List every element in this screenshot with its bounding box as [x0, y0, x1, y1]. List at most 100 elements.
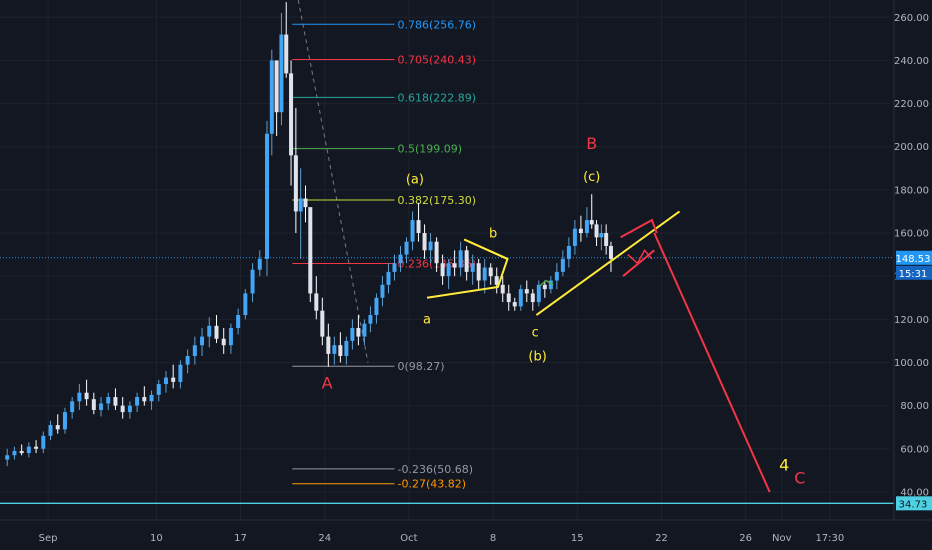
x-tick-label: 24 [318, 533, 331, 544]
candle-body [12, 450, 17, 456]
y-tick-label: 160.00 [894, 229, 929, 240]
candle-body [392, 263, 397, 272]
candle-body [84, 392, 89, 400]
candle-body [482, 267, 487, 281]
candle-body [604, 233, 609, 246]
candle-body [536, 284, 541, 303]
candle-body [566, 245, 571, 259]
fib-level-label: 0.382(175.30) [397, 194, 476, 207]
candle-body [298, 198, 303, 212]
candle-body [91, 399, 96, 410]
candle-body [250, 269, 255, 294]
candle-body [512, 302, 517, 307]
candle-body [284, 34, 289, 74]
wave-label: C [794, 468, 805, 487]
candle-body [494, 276, 499, 285]
price-axis[interactable]: 260.00240.00220.00200.00180.00160.00140.… [893, 0, 932, 520]
candle-body [236, 315, 241, 328]
candle-body [274, 60, 279, 113]
wave-labels: (a) b a c (b) (c) B A 4C [322, 134, 806, 487]
x-tick-label: 26 [739, 533, 752, 544]
x-tick-label: Sep [39, 533, 58, 544]
candle-body [584, 220, 589, 234]
wave-label: 4 [779, 455, 789, 474]
fibonacci-retracement[interactable]: 0.786(256.76) 0.705(240.43) 0.618(222.89) 0… [292, 0, 476, 491]
candle-body [5, 455, 10, 460]
candle-body [446, 263, 451, 277]
candle-body [113, 397, 118, 406]
candle-body [594, 224, 599, 238]
y-tick-label: 200.00 [894, 142, 929, 153]
wave-label: B [586, 134, 597, 153]
candle-body [599, 233, 604, 238]
candle-body [135, 397, 140, 406]
candle-body [293, 155, 298, 212]
x-tick-label: 17 [234, 533, 247, 544]
wave-label: c [532, 326, 539, 341]
candle-body [289, 73, 294, 156]
candle-body [518, 289, 523, 307]
candle-body [308, 207, 313, 294]
candle-body [458, 250, 463, 268]
red-wedge-top [620, 218, 658, 239]
candle-body [344, 340, 349, 357]
fib-level-label: -0.27(43.82) [397, 478, 466, 491]
candle-body [41, 435, 46, 449]
candle-body [228, 327, 233, 346]
candle-body [416, 220, 421, 234]
fib-level-label: 0.618(222.89) [397, 91, 476, 104]
countdown-badge [896, 265, 932, 280]
candle-body [589, 220, 594, 225]
wave-label: (c) [583, 170, 600, 185]
fib-level-label: -0.236(50.68) [397, 463, 473, 476]
candle-body [422, 233, 427, 251]
candle-body [149, 394, 154, 402]
horizontal-lines [0, 257, 894, 505]
candle-body [350, 327, 355, 341]
candle-body [127, 405, 132, 413]
candle-body [265, 133, 269, 259]
candle-body [257, 258, 262, 270]
candle-body [55, 425, 60, 430]
y-tick-label: 180.00 [894, 185, 929, 196]
green-marker [538, 279, 554, 288]
candle-body [185, 356, 190, 365]
candle-body [338, 345, 343, 357]
wave-label: b [489, 226, 497, 241]
candle-body [434, 241, 439, 264]
y-tick-label: 60.00 [900, 444, 929, 455]
candle-body [243, 293, 248, 316]
y-tick-label: 240.00 [894, 56, 929, 67]
candle-body [452, 263, 457, 268]
candle-body [578, 228, 583, 234]
candle-body [200, 336, 205, 346]
candle-body [26, 446, 31, 454]
drawings[interactable] [426, 210, 771, 493]
candle-body [62, 412, 67, 430]
time-axis[interactable]: Sep 10 17 24 Oct 8 15 22 26 Nov 17:30 [0, 519, 932, 544]
candle-body [476, 263, 481, 281]
candle-body [269, 60, 274, 134]
candle-body [356, 327, 361, 337]
candle-body [314, 293, 319, 311]
y-tick-label: 120.00 [894, 315, 929, 326]
candle-body [99, 403, 104, 410]
wave-label: A [322, 373, 333, 392]
candle-body [214, 325, 219, 339]
candle-body [303, 198, 308, 208]
current-price-label: 148.53 [896, 254, 931, 265]
wave-label: (b) [528, 349, 546, 364]
candle-body [77, 392, 82, 402]
candlestick-series [5, 2, 613, 467]
x-tick-label: 22 [655, 533, 668, 544]
fib-level-label: 0.786(256.76) [397, 18, 476, 31]
candle-body [326, 336, 331, 354]
candle-body [410, 220, 415, 242]
candle-body [554, 271, 559, 281]
y-tick-label: 80.00 [900, 401, 929, 412]
candle-body [362, 323, 367, 337]
candle-body [380, 284, 385, 298]
